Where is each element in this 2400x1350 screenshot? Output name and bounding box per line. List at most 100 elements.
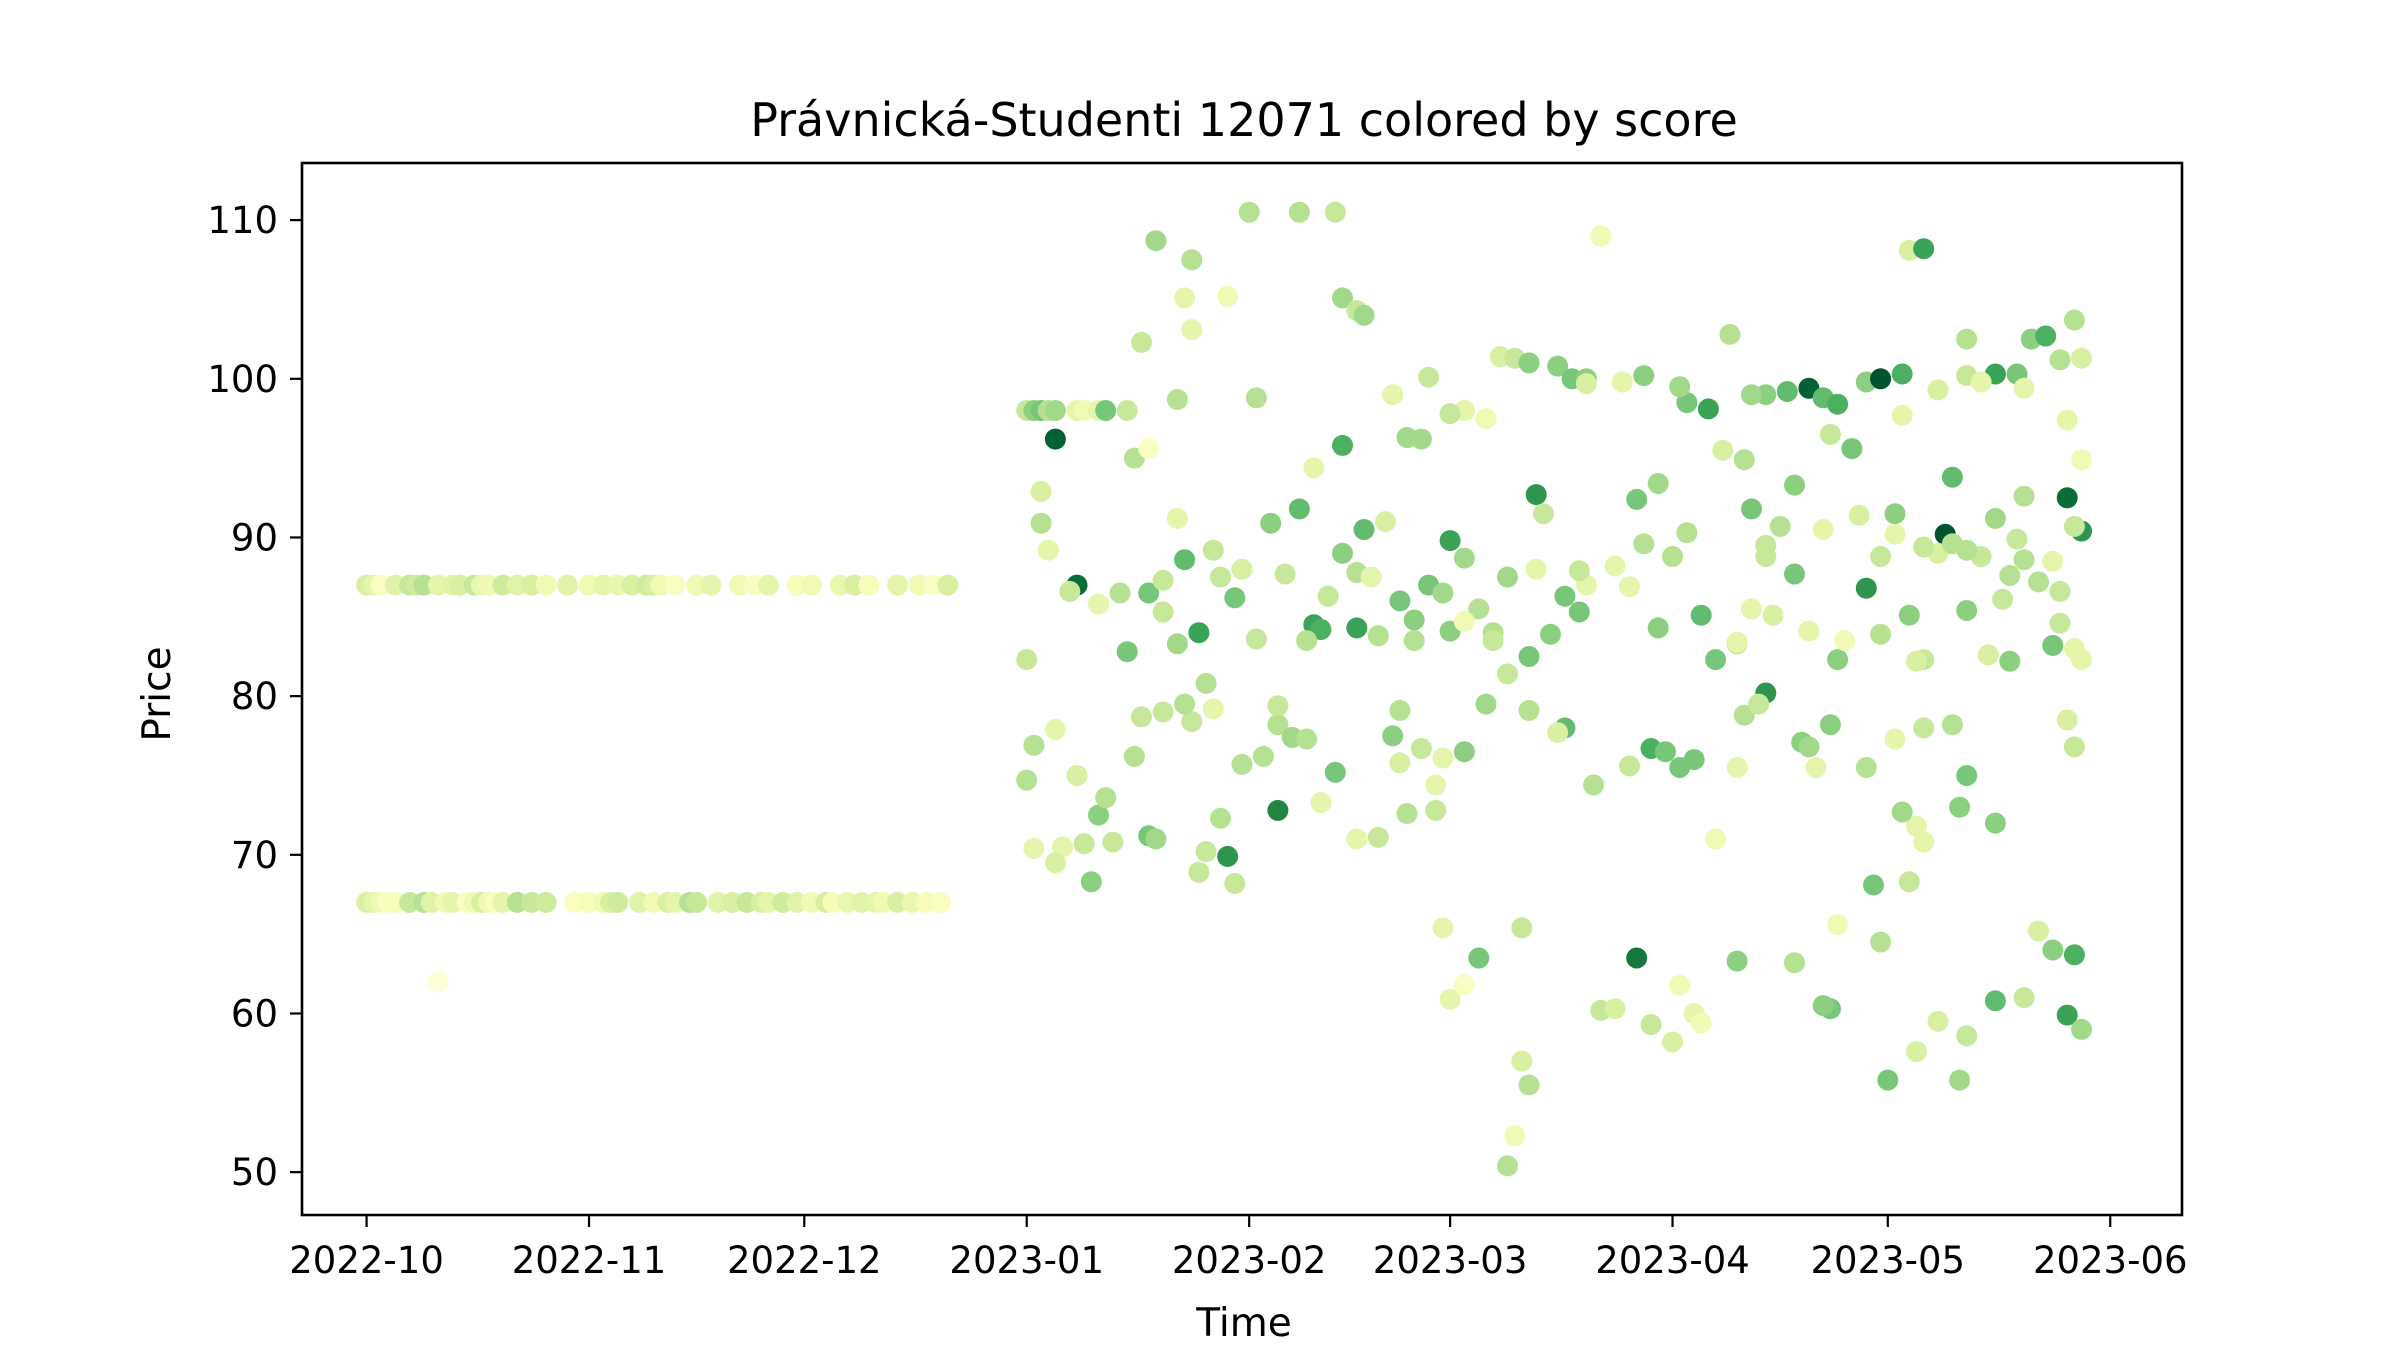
scatter-point [1654,741,1676,763]
scatter-point [1396,427,1418,448]
scatter-point [1324,201,1346,223]
scatter-point [2028,920,2049,942]
scatter-point [1475,693,1497,715]
scatter-point [1231,753,1253,775]
scatter-point [1095,400,1117,421]
scatter-point [578,574,600,596]
scatter-point [1152,701,1174,723]
scatter-point [1389,699,1411,721]
scatter-point [1453,974,1475,996]
scatter-point [1906,1041,1927,1063]
scatter-point [1683,749,1705,771]
scatter-point [1418,366,1440,388]
scatter-point [1525,558,1547,580]
scatter-point [836,891,858,913]
scatter-point [1181,711,1203,732]
scatter-point [1497,566,1518,588]
scatter-point [1030,512,1052,534]
scatter-point [1166,388,1188,410]
scatter-point [1999,650,2021,672]
y-tick-label: 50 [231,1151,278,1194]
scatter-point [1705,828,1727,850]
scatter-point [1181,249,1203,271]
scatter-point [1913,536,1935,558]
scatter-point [801,574,822,596]
scatter-point [664,891,686,913]
scatter-point [1116,641,1138,663]
scatter-point [1741,384,1762,406]
scatter-point [1023,838,1045,859]
scatter-point [2013,485,2035,507]
scatter-point [1554,585,1576,607]
scatter-point [1109,582,1131,604]
scatter-point [1432,917,1454,939]
scatter-point [2071,649,2092,671]
scatter-point [1726,950,1748,972]
scatter-point [2006,528,2028,550]
scatter-point [1647,617,1669,639]
scatter-point [1941,714,1963,736]
scatter-point [1088,593,1109,615]
scatter-point [1604,555,1626,577]
x-tick-label: 2023-05 [1810,1239,1965,1282]
scatter-point [1152,569,1174,591]
scatter-point [2063,309,2085,331]
scatter-point [1210,807,1231,829]
scatter-point [1073,833,1095,855]
scatter-point [1884,728,1906,750]
scatter-point [1353,304,1375,326]
scatter-point [1037,539,1059,561]
scatter-point [2049,580,2071,602]
scatter-point [1511,1050,1533,1072]
scatter-point [1504,1125,1526,1147]
scatter-point [1518,1074,1540,1096]
scatter-point [1439,530,1461,552]
scatter-point [1453,741,1475,763]
scatter-point [1611,371,1633,393]
scatter-point [1927,379,1949,401]
scatter-point [1138,582,1160,604]
scatter-point [757,891,779,913]
scatter-point [1956,539,1978,561]
scatter-point [1798,620,1820,642]
scatter-point [535,574,557,596]
scatter-point [2056,709,2078,731]
scatter-point [1669,974,1691,996]
scatter-point [1676,522,1698,544]
x-tick-label: 2022-12 [727,1239,882,1282]
scatter-point [643,891,665,913]
scatter-point [1367,625,1389,647]
scatter-point [1870,368,1892,390]
y-tick-label: 60 [231,992,278,1035]
scatter-point [1798,736,1820,758]
scatter-point [2042,550,2064,572]
scatter-point [1288,498,1310,520]
x-tick-label: 2022-11 [512,1239,667,1282]
scatter-point [1690,604,1712,626]
scatter-point [1726,757,1748,778]
scatter-point [1274,563,1296,585]
scatter-point [1152,601,1174,623]
scatter-point [1906,815,1927,837]
scatter-point [1884,523,1906,545]
scatter-point [1619,576,1640,598]
scatter-point [1044,719,1066,740]
scatter-point [1202,539,1224,561]
y-tick-label: 90 [231,516,278,559]
scatter-point [1762,604,1784,626]
scatter-point [1841,438,1863,460]
x-tick-label: 2023-06 [2033,1239,2188,1282]
scatter-point [786,574,808,596]
scatter-point [1195,672,1217,694]
scatter-point [1453,611,1475,633]
scatter-point [1353,519,1375,540]
scatter-point [1023,734,1045,756]
scatter-point [1052,836,1074,858]
scatter-point [1432,582,1454,604]
scatter-point [2035,325,2057,347]
scatter-point [1855,577,1877,599]
scatter-point [1784,952,1805,974]
scatter-point [1870,546,1892,567]
scatter-point [1088,804,1109,826]
scatter-point [1482,630,1504,652]
